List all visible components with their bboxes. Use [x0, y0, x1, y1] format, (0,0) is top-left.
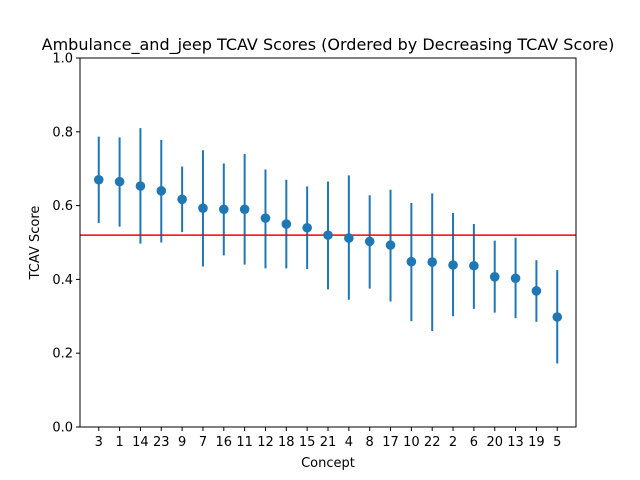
x-tick-label: 8 [366, 435, 374, 450]
data-point [281, 219, 292, 229]
x-tick-label: 16 [216, 435, 233, 450]
x-tick-label: 23 [153, 435, 170, 450]
y-tick-label: 0.0 [52, 421, 73, 436]
y-tick-label: 0.2 [52, 347, 73, 362]
data-point [323, 230, 333, 240]
x-tick-label: 19 [528, 435, 545, 450]
data-point [406, 256, 417, 267]
data-point [218, 204, 229, 215]
y-tick-label: 0.6 [52, 199, 73, 214]
x-tick-label: 13 [507, 435, 524, 450]
x-tick-label: 4 [345, 435, 353, 450]
data-point [302, 222, 312, 233]
x-tick-label: 9 [178, 435, 186, 450]
x-tick-label: 14 [132, 435, 149, 450]
x-tick-label: 2 [449, 435, 457, 450]
data-point [135, 181, 146, 191]
data-point [427, 257, 438, 267]
x-tick-label: 10 [403, 435, 420, 450]
x-tick-label: 18 [278, 435, 295, 450]
data-point [344, 233, 354, 243]
data-point [531, 286, 542, 296]
x-tick-label: 7 [199, 435, 207, 450]
y-axis: 0.0 0.2 0.4 0.6 0.8 1.0 [52, 52, 80, 436]
data-point [239, 204, 250, 215]
x-tick-label: 5 [553, 435, 561, 450]
x-axis: 3 1 14 23 9 7 16 11 12 18 15 21 4 8 17 10 22 2 6 20 13 19 5 [95, 427, 561, 450]
y-tick-label: 1.0 [52, 52, 73, 67]
x-tick-label: 12 [257, 435, 274, 450]
data-point [198, 203, 208, 213]
x-tick-label: 21 [320, 435, 337, 450]
x-axis-label: Concept [301, 456, 355, 471]
x-tick-label: 20 [486, 435, 503, 450]
data-point [93, 174, 104, 185]
data-point [114, 176, 125, 187]
x-tick-label: 3 [95, 435, 103, 450]
data-point [489, 272, 500, 282]
x-tick-label: 22 [424, 435, 441, 450]
data-point [510, 273, 521, 284]
data-point [385, 240, 396, 250]
y-axis-label: TCAV Score [28, 206, 43, 281]
data-point [156, 186, 167, 196]
x-tick-label: 11 [236, 435, 253, 450]
data-point [260, 213, 271, 223]
x-tick-label: 6 [470, 435, 478, 450]
y-tick-label: 0.4 [52, 273, 73, 288]
x-tick-label: 1 [115, 435, 123, 450]
x-tick-label: 17 [382, 435, 399, 450]
x-tick-label: 15 [299, 435, 316, 450]
data-point [364, 236, 375, 247]
data-point [552, 312, 563, 322]
data-point [448, 260, 458, 270]
data-point [177, 194, 187, 205]
chart-title: Ambulance_and_jeep TCAV Scores (Ordered … [42, 35, 615, 55]
data-point [469, 260, 479, 271]
y-tick-label: 0.8 [52, 125, 73, 140]
plot-area [80, 128, 576, 364]
